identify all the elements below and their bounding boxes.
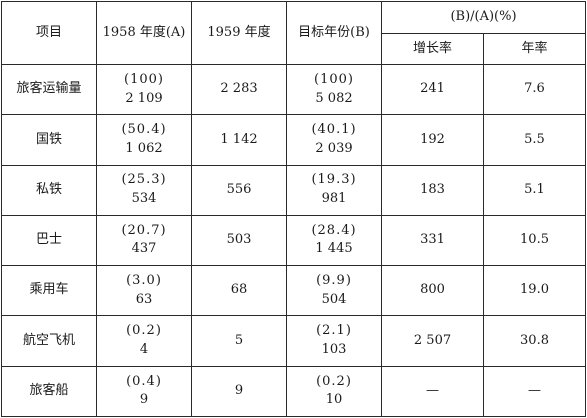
cell-target: (19.3) 981 xyxy=(286,164,382,216)
cell-target-share: (2.1) xyxy=(316,323,352,339)
cell-1958-share: (0.4) xyxy=(126,373,162,389)
cell-1958: (25.3) 534 xyxy=(96,164,192,216)
cell-target-share: (19.3) xyxy=(311,172,357,188)
cell-target: (28.4) 1 445 xyxy=(286,214,382,267)
cell-growth: 183 xyxy=(381,164,484,216)
cell-item: 私铁 xyxy=(1,164,97,216)
cell-1959: 68 xyxy=(191,265,287,317)
cell-1958: (0.4) 9 xyxy=(96,365,192,418)
cell-1958-share: (100) xyxy=(124,71,164,87)
header-subrow: 增长率 年率 xyxy=(2,33,587,65)
table-row: 巴士 (20.7) 437 503 (28.4) 1 445 331 10.5 xyxy=(1,214,587,267)
header-ratio: (B)/(A)(%) xyxy=(380,1,587,34)
cell-1958-value: 437 xyxy=(131,241,157,257)
cell-item: 国铁 xyxy=(1,114,97,166)
cell-growth: 800 xyxy=(381,265,484,317)
header-item: 项目 xyxy=(1,1,97,65)
cell-target-share: (100) xyxy=(314,71,354,87)
cell-1958-value: 1 062 xyxy=(125,140,163,156)
cell-target-share: (9.9) xyxy=(316,272,352,288)
cell-1959: 2 283 xyxy=(191,63,287,116)
cell-target-share: (28.4) xyxy=(311,222,357,238)
cell-target-value: 981 xyxy=(321,191,347,207)
header-row: 项目 1958 年度(A) 1959 年度 目标年份(B) (B)/(A)(%) xyxy=(1,1,587,65)
table-row: 旅客船 (0.4) 9 9 (0.2) 10 — — xyxy=(1,365,587,418)
header-1958: 1958 年度(A) xyxy=(96,1,192,65)
cell-1958-value: 4 xyxy=(139,342,149,358)
cell-1958-value: 63 xyxy=(135,291,153,307)
table-row: 乘用车 (3.0) 63 68 (9.9) 504 800 19.0 xyxy=(1,265,587,317)
cell-1958-share: (3.0) xyxy=(126,272,162,288)
cell-item: 巴士 xyxy=(1,214,97,267)
cell-1958-share: (20.7) xyxy=(121,222,167,238)
cell-item: 乘用车 xyxy=(1,265,97,317)
header-1959: 1959 年度 xyxy=(191,1,287,65)
cell-annual: 7.6 xyxy=(482,63,587,116)
cell-target-share: (40.1) xyxy=(311,122,357,138)
cell-growth: — xyxy=(381,365,484,418)
cell-target-value: 1 445 xyxy=(315,241,353,257)
cell-annual: — xyxy=(482,365,587,418)
cell-1959: 1 142 xyxy=(191,114,287,166)
cell-1958: (20.7) 437 xyxy=(96,214,192,267)
cell-target: (100) 5 082 xyxy=(286,63,382,116)
cell-growth: 241 xyxy=(381,63,484,116)
header-annual-rate: 年率 xyxy=(482,33,587,65)
cell-target-value: 5 082 xyxy=(315,90,353,106)
cell-target-share: (0.2) xyxy=(316,373,352,389)
cell-1958-value: 2 109 xyxy=(125,90,163,106)
cell-annual: 30.8 xyxy=(482,315,587,367)
cell-growth: 192 xyxy=(381,114,484,166)
cell-growth: 331 xyxy=(381,214,484,267)
cell-target: (9.9) 504 xyxy=(286,265,382,317)
header-target-year: 目标年份(B) xyxy=(286,1,382,65)
cell-annual: 5.1 xyxy=(482,164,587,216)
cell-1958-share: (25.3) xyxy=(121,172,167,188)
cell-target: (40.1) 2 039 xyxy=(286,114,382,166)
cell-target-value: 504 xyxy=(321,291,347,307)
cell-1958: (0.2) 4 xyxy=(96,315,192,367)
cell-1958: (3.0) 63 xyxy=(96,265,192,317)
cell-1959: 556 xyxy=(191,164,287,216)
cell-1958-share: (50.4) xyxy=(121,122,167,138)
cell-item: 旅客船 xyxy=(1,365,97,418)
cell-target-value: 103 xyxy=(321,342,347,358)
cell-annual: 19.0 xyxy=(482,265,587,317)
cell-1959: 5 xyxy=(191,315,287,367)
table-row: 航空飞机 (0.2) 4 5 (2.1) 103 2 507 30.8 xyxy=(1,315,587,367)
cell-1958-value: 534 xyxy=(131,191,157,207)
cell-annual: 10.5 xyxy=(482,214,587,267)
table-row: 国铁 (50.4) 1 062 1 142 (40.1) 2 039 192 5.5 xyxy=(1,114,587,166)
header-growth-rate: 增长率 xyxy=(381,33,484,65)
table-row: 私铁 (25.3) 534 556 (19.3) 981 183 5.1 xyxy=(1,164,587,216)
cell-item: 旅客运输量 xyxy=(1,63,97,116)
cell-1958-value: 9 xyxy=(139,392,149,408)
cell-target: (2.1) 103 xyxy=(286,315,382,367)
cell-1958-share: (0.2) xyxy=(126,323,162,339)
cell-annual: 5.5 xyxy=(482,114,587,166)
table-row: 旅客运输量 (100) 2 109 2 283 (100) 5 082 241 7.6 xyxy=(1,63,587,116)
cell-1959: 503 xyxy=(191,214,287,267)
cell-target-value: 2 039 xyxy=(315,140,353,156)
cell-item: 航空飞机 xyxy=(1,315,97,367)
cell-1959: 9 xyxy=(191,365,287,418)
cell-growth: 2 507 xyxy=(381,315,484,367)
cell-1958: (100) 2 109 xyxy=(96,63,192,116)
cell-target: (0.2) 10 xyxy=(286,365,382,418)
cell-target-value: 10 xyxy=(325,392,343,408)
table-body: 旅客运输量 (100) 2 109 2 283 (100) 5 082 241 7.6 国铁 (5… xyxy=(1,63,587,418)
cell-1958: (50.4) 1 062 xyxy=(96,114,192,166)
